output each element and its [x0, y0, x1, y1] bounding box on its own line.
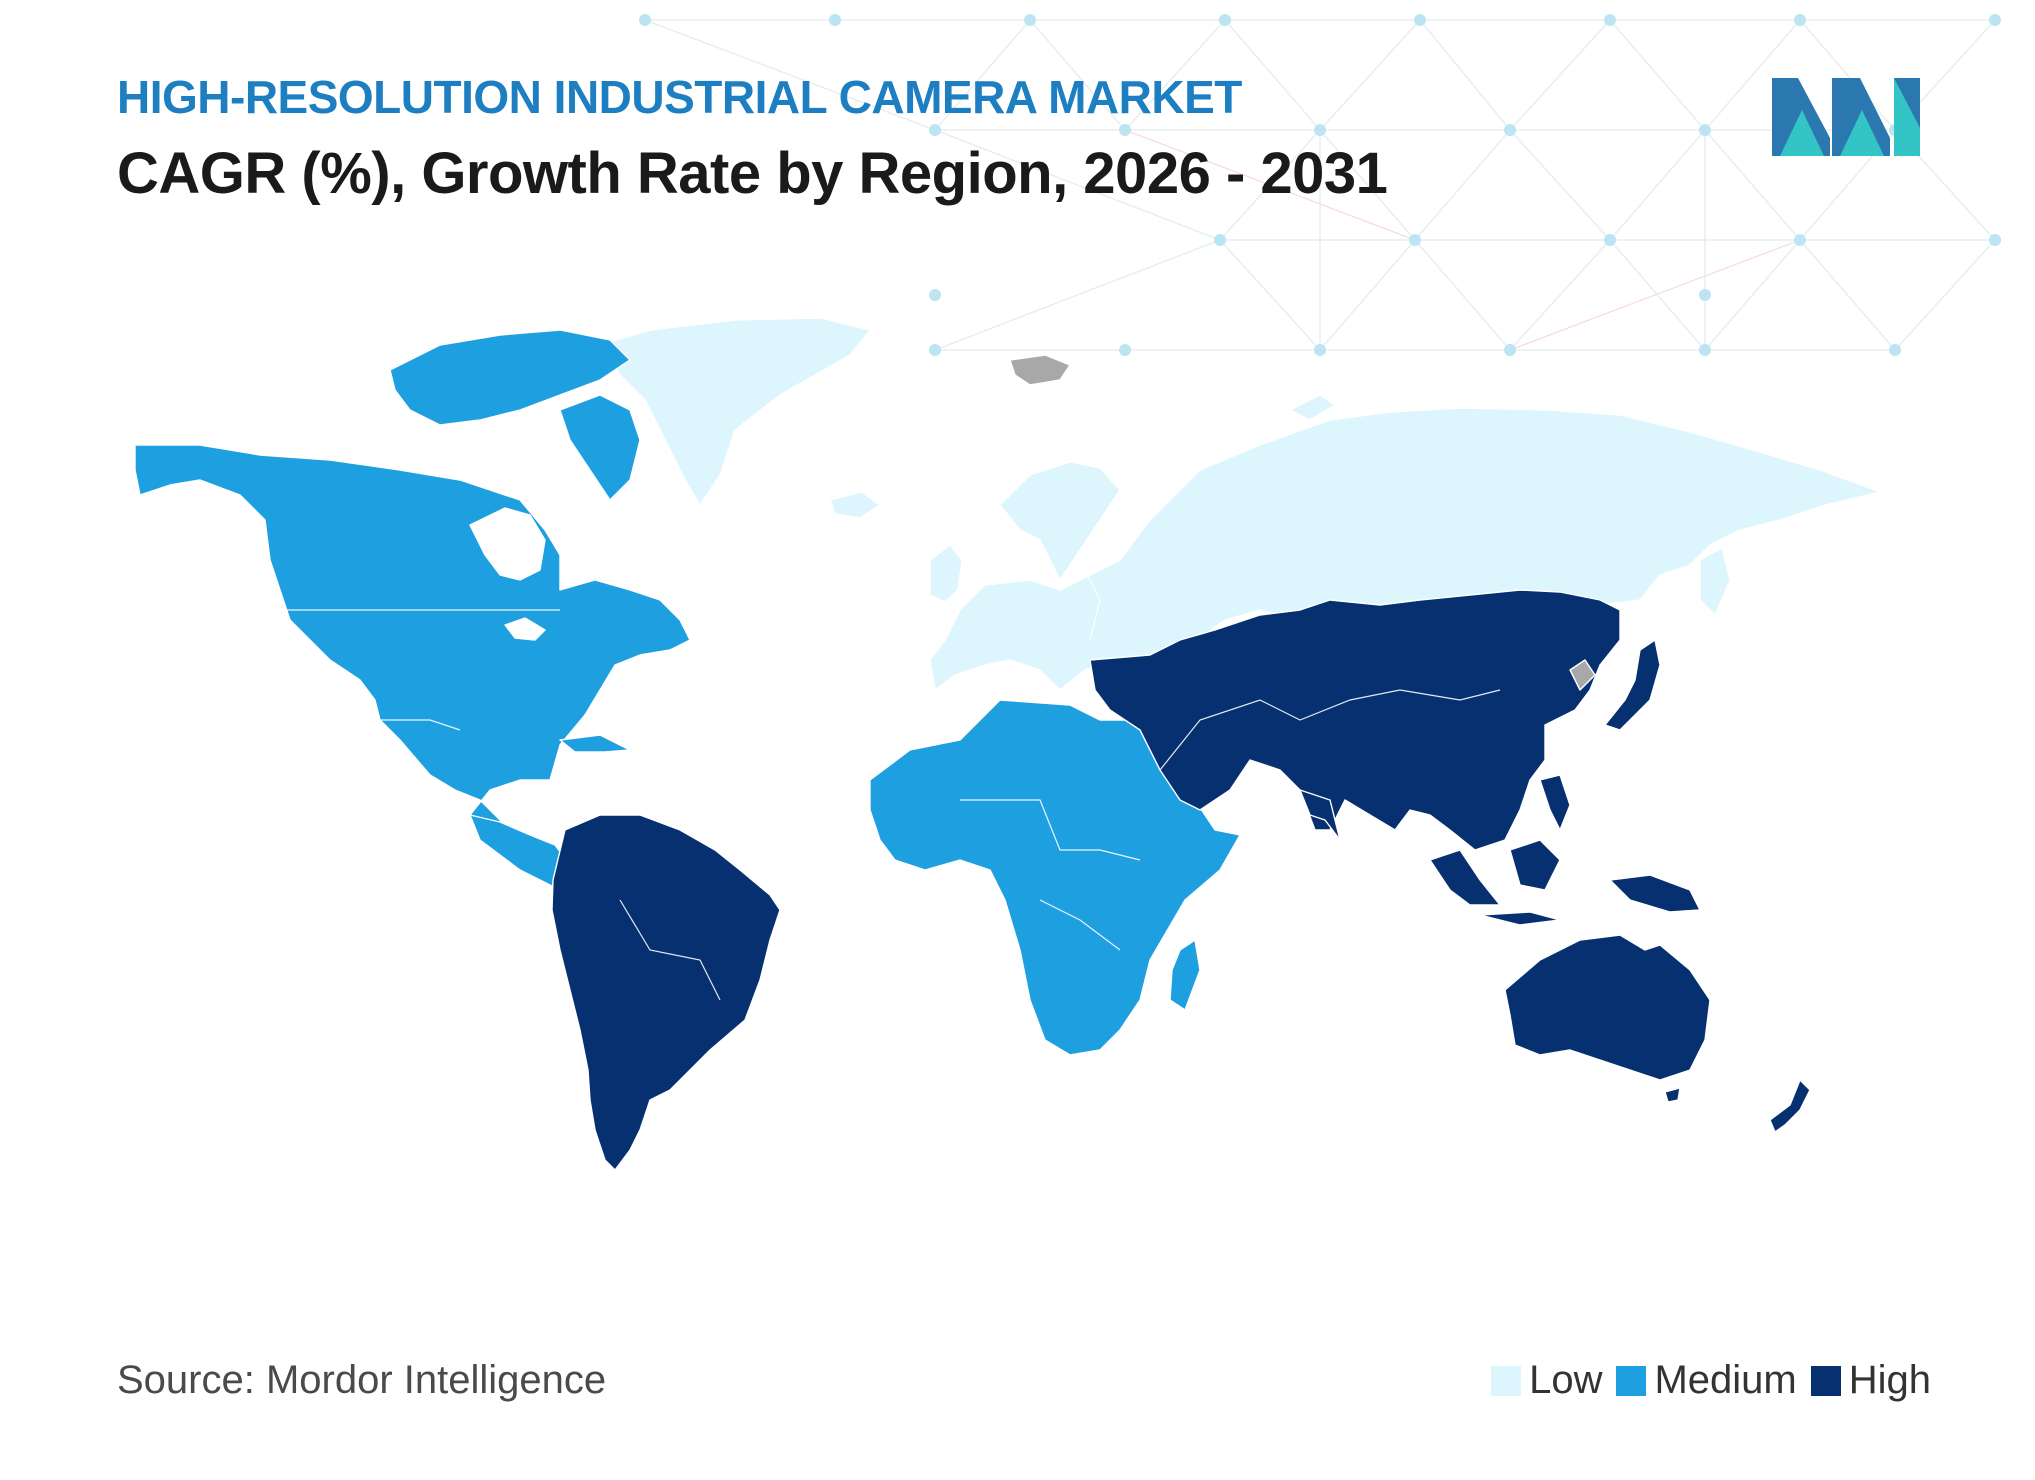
legend-item-low: Low — [1491, 1358, 1602, 1403]
legend-label-medium: Medium — [1654, 1358, 1797, 1402]
region-new-zealand — [1769, 1079, 1811, 1133]
region-asia — [1089, 589, 1621, 851]
chart-title: CAGR (%), Growth Rate by Region, 2026 - … — [117, 141, 1388, 206]
hudson-bay — [469, 507, 546, 581]
region-africa — [869, 699, 1241, 1056]
region-scandinavia — [999, 461, 1121, 581]
region-tasmania — [1664, 1087, 1681, 1103]
region-novaya-zemlya — [1289, 394, 1336, 421]
region-baffin-island — [559, 394, 641, 501]
region-canada-archipelago — [389, 329, 631, 426]
region-indonesia-west — [1429, 849, 1501, 906]
region-north-america — [134, 444, 691, 876]
legend-swatch-high — [1810, 1365, 1841, 1396]
region-south-america — [551, 814, 781, 1171]
legend-swatch-low — [1491, 1365, 1522, 1396]
source-note: Source: Mordor Intelligence — [117, 1358, 607, 1402]
legend-item-medium: Medium — [1616, 1358, 1797, 1403]
legend-item-high: High — [1810, 1358, 1931, 1403]
region-kamchatka — [1699, 547, 1731, 616]
region-japan — [1604, 639, 1661, 731]
logo-shape-2 — [1780, 110, 1824, 156]
legend: Low Medium High — [1491, 1358, 1931, 1403]
region-cuba — [559, 734, 631, 753]
region-madagascar — [1169, 939, 1201, 1011]
logo-shape-6 — [1894, 78, 1920, 128]
region-europe-russia — [929, 407, 1881, 691]
legend-label-low: Low — [1529, 1358, 1603, 1402]
region-philippines — [1539, 774, 1571, 831]
region-svalbard — [1009, 354, 1071, 386]
region-korea — [1569, 659, 1596, 691]
region-greenland — [599, 317, 871, 506]
region-java — [1479, 911, 1561, 926]
logo-shape-4 — [1840, 110, 1884, 156]
region-borneo — [1509, 839, 1561, 891]
region-uk — [929, 544, 963, 603]
region-new-guinea — [1609, 874, 1701, 913]
chart-eyebrow-title: HIGH-RESOLUTION INDUSTRIAL CAMERA MARKET — [117, 71, 1242, 123]
region-iceland — [829, 491, 881, 519]
mordor-intelligence-logo — [1772, 78, 1920, 156]
great-lakes — [504, 617, 546, 641]
region-india-tip — [1299, 789, 1341, 841]
region-australia — [1504, 934, 1711, 1081]
legend-swatch-medium — [1616, 1365, 1647, 1396]
legend-label-high: High — [1848, 1358, 1931, 1402]
